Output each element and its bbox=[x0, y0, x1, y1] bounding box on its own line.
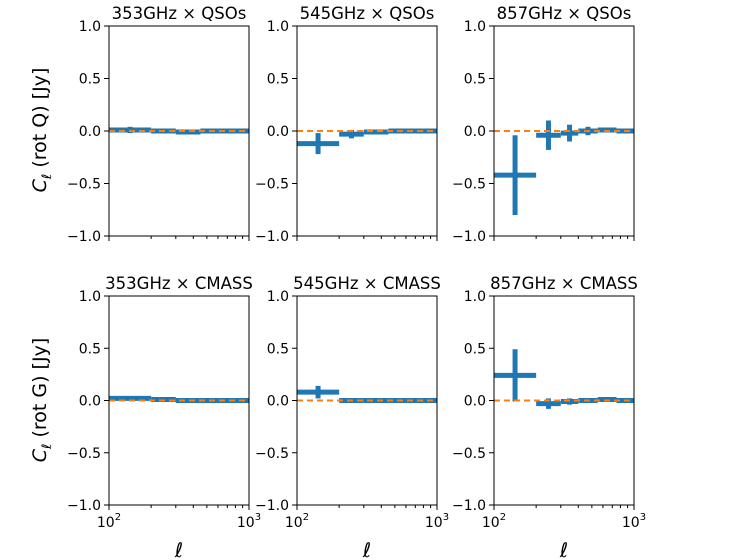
y-tick-label: 0.0 bbox=[464, 124, 486, 140]
data-series bbox=[297, 128, 437, 155]
panel-353-qsos: 353GHz × QSOs 1.0 0.5 0.0 −0.5 −1.0 bbox=[67, 4, 250, 245]
y-tick-label: −1.0 bbox=[255, 498, 289, 514]
y-tick-label: −1.0 bbox=[67, 229, 101, 245]
y-tick-label: 0.5 bbox=[267, 341, 289, 357]
row-ylabel-bottom: Cℓ (rot G) [Jy] bbox=[29, 338, 55, 462]
panel-545-qsos: 545GHz × QSOs 1.0 0.5 0.0 −0.5 −1.0 bbox=[255, 4, 438, 245]
y-tick-label: 1.0 bbox=[79, 289, 101, 305]
y-tick-label: −0.5 bbox=[452, 177, 486, 193]
x-tick-label: 103 bbox=[622, 512, 646, 531]
y-tick-label: −0.5 bbox=[255, 446, 289, 462]
y-tick-label: 1.0 bbox=[79, 19, 101, 35]
x-axis-label: ℓ bbox=[362, 538, 371, 560]
y-tick-label: 1.0 bbox=[267, 289, 289, 305]
y-tick-label: −0.5 bbox=[67, 177, 101, 193]
x-tick-label: 103 bbox=[425, 512, 449, 531]
y-tick-label: 0.0 bbox=[267, 394, 289, 410]
y-tick-label: −1.0 bbox=[255, 229, 289, 245]
data-series bbox=[494, 120, 634, 215]
axes-frame bbox=[108, 295, 250, 506]
x-tick-label: 102 bbox=[482, 512, 506, 531]
panel-title: 353GHz × CMASS bbox=[105, 274, 253, 293]
panel-title: 545GHz × CMASS bbox=[293, 274, 441, 293]
y-tick-label: 0.0 bbox=[464, 394, 486, 410]
y-tick-label: 1.0 bbox=[267, 19, 289, 35]
row-ylabel-top: Cℓ (rot Q) [Jy] bbox=[29, 68, 55, 193]
y-tick-label: 0.0 bbox=[79, 394, 101, 410]
y-tick-label: −1.0 bbox=[452, 498, 486, 514]
y-tick-label: −1.0 bbox=[67, 498, 101, 514]
x-tick-label: 103 bbox=[237, 512, 261, 531]
panel-title: 857GHz × CMASS bbox=[490, 274, 638, 293]
panel-title: 857GHz × QSOs bbox=[497, 4, 632, 23]
y-tick-label: 0.5 bbox=[464, 341, 486, 357]
y-tick-label: −1.0 bbox=[452, 229, 486, 245]
axes-frame bbox=[296, 295, 438, 506]
axes-frame bbox=[493, 295, 635, 506]
panel-857-qsos: 857GHz × QSOs 1.0 0.5 0.0 −0.5 −1.0 bbox=[452, 4, 635, 245]
y-tick-label: 0.0 bbox=[79, 124, 101, 140]
y-tick-label: 1.0 bbox=[464, 19, 486, 35]
x-tick-label: 102 bbox=[285, 512, 309, 531]
y-tick-label: 0.5 bbox=[79, 341, 101, 357]
x-tick-label: 102 bbox=[97, 512, 121, 531]
x-axis-label: ℓ bbox=[559, 538, 568, 560]
x-axis-label: ℓ bbox=[174, 538, 183, 560]
axes-frame bbox=[296, 25, 438, 237]
y-tick-label: −0.5 bbox=[67, 446, 101, 462]
y-tick-label: 0.5 bbox=[267, 72, 289, 88]
y-tick-label: −0.5 bbox=[452, 446, 486, 462]
y-tick-label: 1.0 bbox=[464, 289, 486, 305]
y-tick-label: 0.5 bbox=[464, 72, 486, 88]
panel-title: 545GHz × QSOs bbox=[300, 4, 435, 23]
axes-frame bbox=[108, 25, 250, 237]
figure-labels: Cℓ (rot Q) [Jy] Cℓ (rot G) [Jy] bbox=[29, 68, 55, 463]
panel-title: 353GHz × QSOs bbox=[112, 4, 247, 23]
axes-frame bbox=[493, 25, 635, 237]
y-tick-label: 0.5 bbox=[79, 72, 101, 88]
y-tick-label: 0.0 bbox=[267, 124, 289, 140]
y-tick-label: −0.5 bbox=[255, 177, 289, 193]
